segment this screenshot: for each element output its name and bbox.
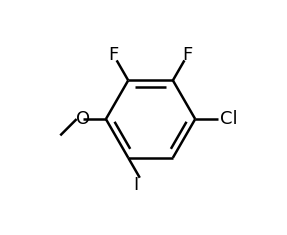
- Text: F: F: [108, 46, 119, 64]
- Text: Cl: Cl: [220, 110, 237, 128]
- Text: I: I: [133, 176, 139, 194]
- Text: F: F: [182, 46, 193, 64]
- Text: O: O: [76, 110, 90, 128]
